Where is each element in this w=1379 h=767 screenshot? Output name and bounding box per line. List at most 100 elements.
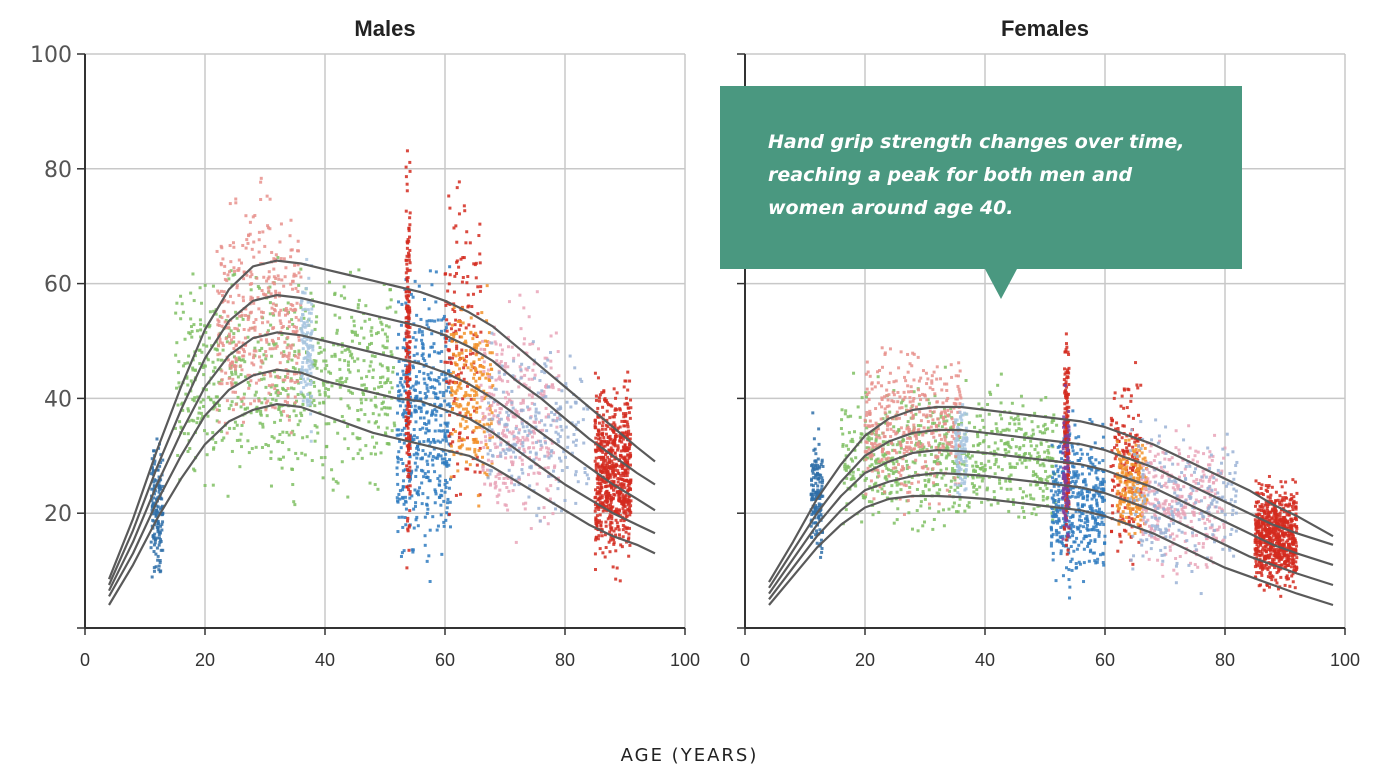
scatter-point <box>953 476 957 480</box>
scatter-point <box>407 299 411 303</box>
scatter-point <box>879 459 883 463</box>
scatter-point <box>315 366 319 370</box>
scatter-point <box>465 281 469 285</box>
scatter-point <box>947 429 951 433</box>
scatter-point <box>912 447 916 451</box>
scatter-point <box>616 444 620 448</box>
scatter-point <box>349 390 353 394</box>
scatter-point <box>406 348 410 352</box>
scatter-point <box>499 451 503 455</box>
scatter-point <box>452 428 456 432</box>
scatter-point <box>198 406 202 410</box>
scatter-point <box>473 450 477 454</box>
scatter-point <box>893 466 897 470</box>
scatter-point <box>292 325 296 329</box>
scatter-point <box>477 449 481 453</box>
scatter-point <box>879 417 883 421</box>
scatter-point <box>464 467 468 471</box>
scatter-point <box>946 446 950 450</box>
scatter-point <box>419 406 423 410</box>
scatter-point <box>1010 437 1014 441</box>
scatter-point <box>598 495 602 499</box>
scatter-point <box>464 241 468 245</box>
scatter-point <box>303 380 307 384</box>
scatter-point <box>1023 437 1027 441</box>
scatter-point <box>1039 441 1043 445</box>
scatter-point <box>483 435 487 439</box>
scatter-point <box>455 240 459 244</box>
scatter-point <box>241 420 245 424</box>
scatter-point <box>491 435 495 439</box>
scatter-point <box>620 467 624 471</box>
scatter-point <box>874 468 878 472</box>
scatter-point <box>412 507 416 511</box>
scatter-point <box>294 286 298 290</box>
scatter-point <box>951 505 955 509</box>
scatter-point <box>442 524 446 528</box>
scatter-point <box>266 329 270 333</box>
scatter-point <box>155 536 159 540</box>
scatter-point <box>490 376 494 380</box>
scatter-point <box>224 318 228 322</box>
scatter-point <box>440 489 444 493</box>
scatter-point <box>1044 396 1048 400</box>
scatter-point <box>157 530 161 534</box>
scatter-point <box>978 414 982 418</box>
scatter-point <box>389 381 393 385</box>
x-tick-label: 20 <box>195 650 215 670</box>
scatter-point <box>465 230 469 234</box>
scatter-point <box>610 495 614 499</box>
scatter-point <box>234 390 238 394</box>
scatter-point <box>304 332 308 336</box>
scatter-point <box>474 276 478 280</box>
scatter-point <box>448 338 452 342</box>
scatter-point <box>461 417 465 421</box>
scatter-point <box>406 345 410 349</box>
scatter-point <box>472 346 476 350</box>
scatter-point <box>500 352 504 356</box>
scatter-point <box>941 442 945 446</box>
scatter-point <box>622 479 626 483</box>
scatter-point <box>999 372 1003 376</box>
scatter-point <box>882 484 886 488</box>
scatter-point <box>217 404 221 408</box>
scatter-point <box>615 391 619 395</box>
scatter-point <box>469 397 473 401</box>
scatter-point <box>872 497 876 501</box>
scatter-point <box>912 423 916 427</box>
scatter-point <box>293 380 297 384</box>
scatter-point <box>498 375 502 379</box>
scatter-point <box>272 436 276 440</box>
scatter-point <box>906 384 910 388</box>
scatter-point <box>423 534 427 538</box>
scatter-point <box>996 447 1000 451</box>
scatter-point <box>362 383 366 387</box>
scatter-point <box>1044 483 1048 487</box>
scatter-point <box>245 273 249 277</box>
scatter-point <box>466 393 470 397</box>
scatter-point <box>542 393 546 397</box>
scatter-point <box>476 285 480 289</box>
scatter-point <box>485 319 489 323</box>
scatter-point <box>187 331 191 335</box>
scatter-point <box>176 371 180 375</box>
scatter-point <box>597 437 601 441</box>
scatter-point <box>488 436 492 440</box>
scatter-point <box>558 417 562 421</box>
scatter-point <box>593 459 597 463</box>
scatter-point <box>600 464 604 468</box>
percentile-line <box>108 368 656 597</box>
scatter-point <box>220 294 224 298</box>
scatter-point <box>898 497 902 501</box>
scatter-point <box>342 419 346 423</box>
scatter-point <box>619 543 623 547</box>
scatter-point <box>814 508 818 512</box>
scatter-point <box>366 345 370 349</box>
scatter-point <box>395 372 399 376</box>
scatter-point <box>945 488 949 492</box>
scatter-point <box>261 311 265 315</box>
scatter-point <box>613 457 617 461</box>
scatter-point <box>502 449 506 453</box>
scatter-point <box>309 430 313 434</box>
scatter-point <box>1036 451 1040 455</box>
